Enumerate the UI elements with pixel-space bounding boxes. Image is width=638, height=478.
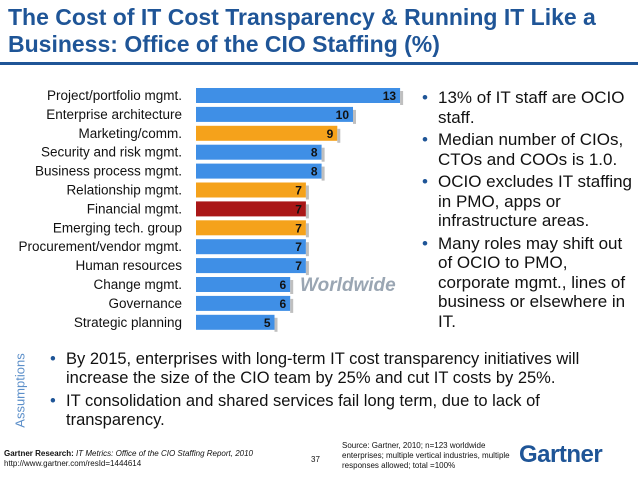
assumption-item: • IT consolidation and shared services fa…	[50, 392, 635, 430]
bar-shadow	[321, 147, 325, 162]
category-label: Governance	[108, 296, 182, 311]
bullet-icon: •	[50, 392, 56, 410]
bar-shadow	[353, 109, 356, 124]
value-label: 7	[295, 259, 302, 273]
assumptions-label: Assumptions	[12, 353, 28, 428]
value-label: 7	[295, 240, 302, 254]
category-label: Financial mgmt.	[87, 201, 182, 216]
value-label: 7	[295, 184, 302, 198]
bar	[196, 201, 306, 217]
bar	[196, 144, 322, 160]
bar	[196, 239, 306, 255]
assumption-text: IT consolidation and shared services fai…	[66, 392, 540, 429]
bar	[196, 125, 338, 141]
slide-title: The Cost of IT Cost Transparency & Runni…	[8, 4, 596, 57]
category-label: Enterprise architecture	[46, 107, 182, 122]
key-points-list: • 13% of IT staff are OCIO staff. • Median…	[422, 88, 636, 334]
key-point-text: Many roles may shift out of OCIO to PMO,…	[438, 233, 626, 331]
value-label: 7	[295, 221, 302, 235]
title-divider	[0, 62, 638, 65]
value-label: 7	[295, 202, 302, 216]
bar-shadow	[337, 128, 341, 143]
category-label: Human resources	[75, 258, 182, 273]
bar	[196, 258, 306, 274]
bar-shadow	[305, 261, 309, 276]
bar-shadow	[305, 185, 309, 200]
category-label: Change mgmt.	[93, 277, 182, 292]
bar	[196, 106, 353, 122]
key-point: • 13% of IT staff are OCIO staff.	[422, 88, 636, 127]
bar	[196, 277, 291, 292]
bar-shadow	[290, 298, 294, 313]
bullet-icon: •	[422, 88, 428, 107]
bar-shadow	[400, 91, 404, 105]
source-note: Source: Gartner, 2010; n=123 worldwide e…	[342, 441, 510, 470]
bar	[196, 88, 401, 103]
page-number: 37	[311, 455, 320, 464]
value-label: 9	[327, 127, 334, 141]
bar-chart: Project/portfolio mgmt. 13 Enterprise arch…	[18, 88, 404, 332]
bar-shadow	[305, 204, 309, 219]
bar	[196, 295, 291, 311]
category-label: Procurement/vendor mgmt.	[18, 239, 182, 254]
category-label: Marketing/comm.	[78, 126, 182, 141]
gartner-logo: Gartner	[519, 441, 603, 468]
category-label: Emerging tech. group	[53, 220, 182, 235]
assumptions-list: • By 2015, enterprises with long-term IT …	[50, 350, 635, 434]
key-point: • OCIO excludes IT staffing in PMO, apps …	[422, 172, 636, 231]
value-label: 10	[336, 108, 350, 122]
bar-shadow	[274, 317, 278, 332]
bullet-icon: •	[422, 130, 428, 149]
value-label: 6	[280, 278, 287, 292]
research-citation: Gartner Research: IT Metrics: Office of …	[4, 449, 304, 469]
bar-shadow	[290, 280, 294, 294]
bar	[196, 182, 306, 198]
bar	[196, 314, 275, 330]
category-label: Security and risk mgmt.	[41, 145, 182, 160]
key-point-text: OCIO excludes IT staffing in PMO, apps o…	[438, 172, 633, 230]
bar-shadow	[305, 223, 309, 238]
bar	[196, 163, 322, 179]
category-label: Strategic planning	[74, 315, 182, 330]
bullet-icon: •	[50, 350, 56, 368]
bullet-icon: •	[422, 233, 428, 253]
value-label: 8	[311, 165, 318, 179]
value-label: 6	[280, 297, 287, 311]
category-label: Business process mgmt.	[35, 164, 182, 179]
bullet-icon: •	[422, 172, 428, 191]
bar-shadow	[321, 166, 325, 181]
value-label: 8	[311, 146, 318, 160]
value-label: 13	[383, 89, 397, 103]
bar-shadow	[305, 242, 309, 257]
category-label: Project/portfolio mgmt.	[47, 88, 182, 103]
bar	[196, 220, 306, 236]
research-title: IT Metrics: Office of the CIO Staffing R…	[76, 449, 254, 458]
value-label: 5	[264, 316, 271, 330]
assumption-item: • By 2015, enterprises with long-term IT …	[50, 350, 635, 388]
research-url[interactable]: http://www.gartner.com/resId=1444614	[4, 459, 142, 468]
research-label: Gartner Research:	[4, 449, 74, 458]
worldwide-annotation: Worldwide	[300, 275, 396, 296]
key-point-text: Median number of CIOs, CTOs and COOs is …	[438, 130, 624, 169]
key-point-text: 13% of IT staff are OCIO staff.	[438, 88, 625, 127]
assumption-text: By 2015, enterprises with long-term IT c…	[66, 350, 580, 387]
key-point: • Many roles may shift out of OCIO to PMO…	[422, 234, 636, 332]
key-point: • Median number of CIOs, CTOs and COOs is…	[422, 130, 636, 169]
category-label: Relationship mgmt.	[66, 183, 182, 198]
